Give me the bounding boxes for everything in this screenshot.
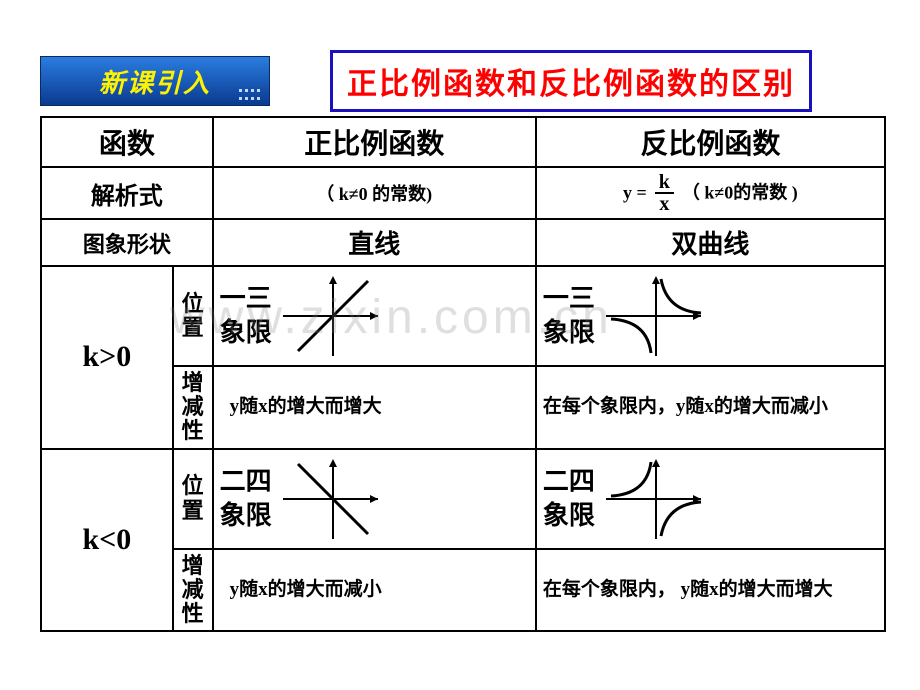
page-title: 正比例函数和反比例函数的区别 [347,68,795,101]
cell-inverse-formula: y = k x （ k≠0的常数 ) [536,167,885,219]
comparison-table: 函数 正比例函数 反比例函数 解析式 （ k≠0 的常数) y = k x （ … [40,116,886,632]
inverse-den: x [655,194,673,214]
kneg-inverse-mono: 在每个象限内， y随x的增大而增大 [543,577,878,604]
cell-kneg-direct-mono: y随x的增大而减小 [213,549,536,632]
cell-kpos-direct-pos: 一三 象限 [213,266,536,366]
badge-decor [239,89,261,101]
direct-formula-note: （ k≠0 的常数) [316,184,432,204]
th-kneg-pos: 位置 [173,449,213,549]
cell-direct-formula: （ k≠0 的常数) [213,167,536,219]
lesson-badge-text: 新课引入 [99,63,211,100]
kneg-inverse-l1: 二四 [543,465,595,499]
graph-hyper-neg [601,454,711,544]
th-kpos-mono: 增减性 [173,366,213,449]
kpos-inverse-mono: 在每个象限内，y随x的增大而减小 [543,394,878,421]
graph-hyper-pos [601,271,711,361]
kneg-direct-mono: y随x的增大而减小 [220,577,529,604]
th-shape: 图象形状 [41,219,213,266]
cell-kpos-inverse-pos: 一三 象限 [536,266,885,366]
graph-line-pos [278,271,388,361]
kneg-direct-l1: 二四 [220,465,272,499]
th-formula: 解析式 [41,167,213,219]
cell-kpos-inverse-mono: 在每个象限内，y随x的增大而减小 [536,366,885,449]
inverse-formula-note: （ k≠0的常数 ) [682,183,798,203]
th-direct: 正比例函数 [213,117,536,167]
cell-direct-shape: 直线 [213,219,536,266]
lesson-badge: 新课引入 [40,56,270,106]
th-kpos: k>0 [41,266,173,449]
th-inverse: 反比例函数 [536,117,885,167]
inverse-fraction: k x [655,172,674,214]
kpos-direct-l1: 一三 [220,282,272,316]
inverse-formula-prefix: y = [623,183,647,203]
kneg-direct-l2: 象限 [220,499,272,533]
kpos-inverse-l2: 象限 [543,316,595,350]
cell-kpos-direct-mono: y随x的增大而增大 [213,366,536,449]
kpos-inverse-l1: 一三 [543,282,595,316]
th-kpos-pos: 位置 [173,266,213,366]
th-kneg-mono: 增减性 [173,549,213,632]
cell-inverse-shape: 双曲线 [536,219,885,266]
kpos-direct-l2: 象限 [220,316,272,350]
graph-line-neg [278,454,388,544]
th-kneg: k<0 [41,449,173,632]
kpos-direct-mono: y随x的增大而增大 [220,394,529,421]
header-row: 新课引入 正比例函数和反比例函数的区别 [40,50,900,112]
cell-kneg-direct-pos: 二四 象限 [213,449,536,549]
inverse-num: k [655,172,674,194]
th-func: 函数 [41,117,213,167]
title-box: 正比例函数和反比例函数的区别 [330,50,812,112]
cell-kneg-inverse-pos: 二四 象限 [536,449,885,549]
cell-kneg-inverse-mono: 在每个象限内， y随x的增大而增大 [536,549,885,632]
kneg-inverse-l2: 象限 [543,499,595,533]
